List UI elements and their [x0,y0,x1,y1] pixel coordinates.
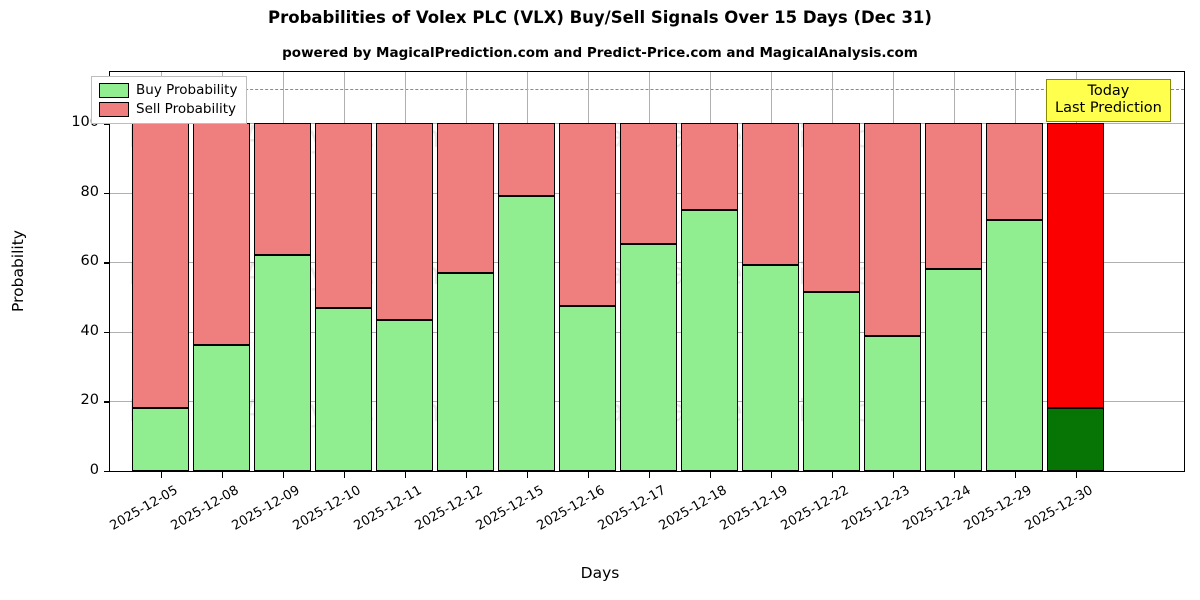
bar-segment-buy [193,345,250,471]
bar-segment-buy [498,195,555,471]
today-annotation-line2: Last Prediction [1055,100,1162,117]
bar-segment-sell [193,123,250,346]
bar-segment-sell [620,123,677,245]
bar-segment-buy [254,254,311,471]
bar-segment-sell [376,123,433,320]
legend-label-buy: Buy Probability [136,82,238,98]
x-axis-tick [404,472,406,478]
bar-segment-buy [132,408,189,471]
x-axis-tick [831,472,833,478]
bar-stacked[interactable] [925,72,982,471]
legend-swatch-sell [99,101,129,117]
bar-stacked[interactable] [376,72,433,471]
bar-segment-sell [986,123,1043,220]
bar-segment-sell [254,123,311,255]
bar-segment-sell [559,123,616,306]
y-axis-tick [104,123,110,125]
bar-stacked[interactable] [986,72,1043,471]
bar-stacked[interactable] [681,72,738,471]
x-axis-tick [526,472,528,478]
y-axis-tick [104,192,110,195]
x-axis-tick [221,472,223,478]
y-axis-tick [104,331,110,334]
bar-stacked[interactable] [315,72,372,471]
bar-stacked[interactable] [742,72,799,471]
x-axis-tick [709,472,711,478]
bar-stacked[interactable] [559,72,616,471]
bar-segment-sell [864,123,921,337]
threshold-dashed-line [110,88,1184,90]
bar-segment-sell [437,123,494,273]
bar-segment-buy [925,269,982,471]
bar-segment-sell [315,123,372,308]
x-axis-tick [465,472,467,478]
bar-segment-sell [1047,123,1104,409]
bar-segment-buy [620,244,677,471]
bar-segment-buy [986,219,1043,471]
bar-stacked[interactable] [254,72,311,471]
bar-segment-sell [681,123,738,210]
x-axis-tick [892,472,894,478]
bar-segment-sell [742,123,799,265]
bar-segment-buy [376,319,433,471]
x-axis-tick [160,472,162,478]
bar-segment-buy [742,264,799,471]
bar-segment-sell [132,123,189,409]
bar-segment-sell [925,123,982,270]
bar-stacked[interactable] [803,72,860,471]
x-axis-tick [343,472,345,478]
bar-segment-buy [437,272,494,471]
x-axis-tick [282,472,284,478]
x-axis-title: Days [580,564,620,582]
today-annotation: Today Last Prediction [1046,79,1171,123]
bar-segment-buy [1047,408,1104,471]
bar-stacked[interactable] [620,72,677,471]
y-axis-tick-label: 80 [80,183,99,200]
legend-item-sell[interactable]: Sell Probability [99,101,237,117]
y-axis-tick-label: 20 [80,392,99,409]
bar-segment-buy [559,305,616,471]
y-axis-title: Probability [9,230,27,312]
legend-swatch-buy [99,82,129,98]
plot-area: MagicalAnalysis.comMagicalPrediction.com… [109,71,1185,472]
y-axis-tick [104,262,110,264]
bar-segment-buy [315,307,372,471]
chart-title: Probabilities of Volex PLC (VLX) Buy/Sel… [268,8,932,27]
x-axis-tick [648,472,650,478]
x-axis-tick [953,472,955,478]
today-annotation-line1: Today [1087,83,1130,99]
bar-stacked[interactable] [132,72,189,471]
y-axis-tick-label: 40 [80,322,99,339]
y-axis-tick-label: 0 [89,462,99,478]
chart-legend: Buy Probability Sell Probability [91,76,248,124]
bar-stacked[interactable] [864,72,921,471]
legend-label-sell: Sell Probability [136,101,237,117]
bar-today[interactable] [1047,72,1104,471]
y-axis-tick-label: 60 [80,253,99,270]
plot-inner: MagicalAnalysis.comMagicalPrediction.com… [110,72,1184,471]
bar-segment-sell [498,123,555,196]
bar-stacked[interactable] [193,72,250,471]
x-axis-tick [1075,472,1077,478]
y-axis-tick [104,401,110,403]
bar-stacked[interactable] [437,72,494,471]
chart-subtitle: powered by MagicalPrediction.com and Pre… [282,45,918,61]
y-axis-tick [104,471,110,473]
x-axis-tick [587,472,589,478]
legend-item-buy[interactable]: Buy Probability [99,82,237,98]
x-axis-tick [770,472,772,478]
bar-segment-sell [803,123,860,292]
bar-segment-buy [681,209,738,471]
bar-segment-buy [864,336,921,471]
x-axis-tick [1014,472,1016,478]
bar-segment-buy [803,291,860,471]
bar-stacked[interactable] [498,72,555,471]
